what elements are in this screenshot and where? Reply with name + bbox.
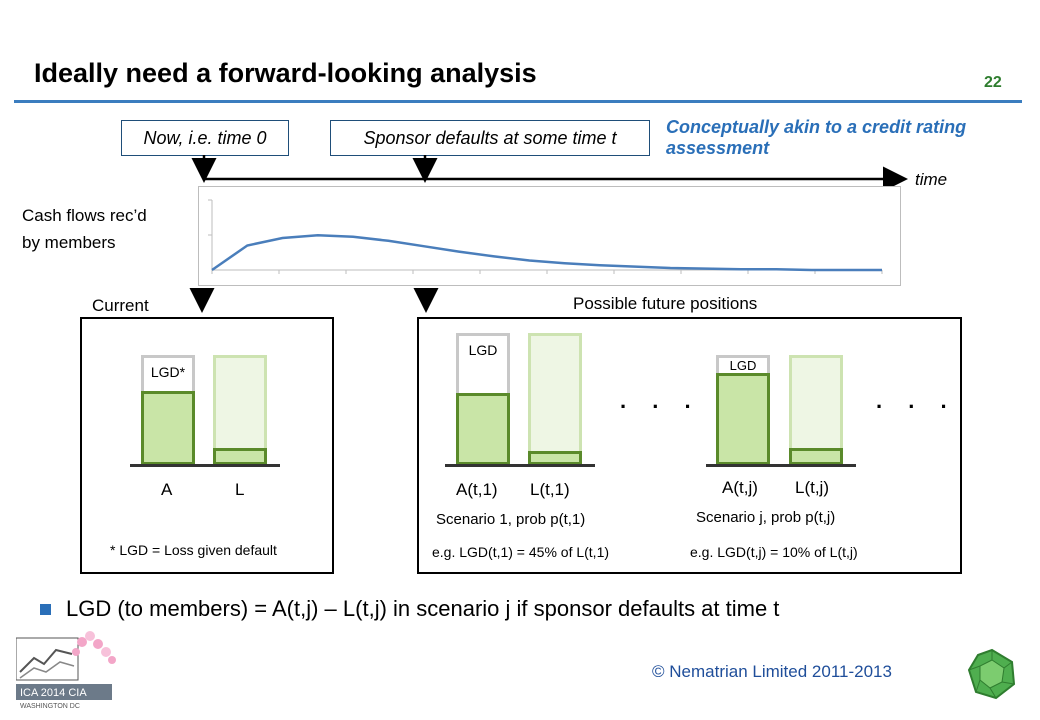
ellipsis-2: . . . [876, 388, 957, 413]
current-heading: Current [92, 296, 149, 315]
current-asset-label: A [161, 480, 173, 499]
page-number: 22 [984, 74, 1002, 91]
sj-baseline [706, 464, 856, 467]
s1-lgd-block: LGD [456, 333, 510, 393]
sj-caption: Scenario j, prob p(t,j) [696, 509, 836, 526]
concept-note: Conceptually akin to a credit rating ass… [666, 117, 967, 158]
cashflow-label-2: by members [22, 233, 116, 252]
s1-caption: Scenario 1, prob p(t,1) [436, 511, 586, 528]
bullet-marker [40, 604, 51, 615]
current-liability-label: L [235, 480, 245, 499]
s1-example: e.g. LGD(t,1) = 45% of L(t,1) [432, 544, 610, 560]
lgd-footnote: * LGD = Loss given default [110, 542, 277, 558]
s1-liability-label: L(t,1) [530, 480, 570, 499]
s1-asset-bar [456, 393, 510, 465]
future-heading: Possible future positions [573, 294, 758, 313]
cashflow-label-1: Cash flows rec’d [22, 206, 147, 225]
s1-lgd-label: LGD [468, 342, 498, 358]
cashflow-curve [211, 234, 882, 272]
sj-example: e.g. LGD(t,j) = 10% of L(t,j) [690, 544, 858, 560]
bullet-text: LGD (to members) = A(t,j) – L(t,j) in sc… [66, 596, 780, 621]
conference-logo: ICA 2014 CIA WASHINGTON DC [15, 628, 116, 710]
s1-baseline [445, 464, 595, 467]
time-axis-label: time [915, 170, 948, 189]
sj-liability-outline [789, 355, 843, 452]
current-asset-bar [141, 391, 195, 465]
s1-liability-bar [528, 451, 582, 465]
svg-text:WASHINGTON DC: WASHINGTON DC [20, 703, 80, 710]
now-label-box: Now, i.e. time 0 [121, 120, 289, 156]
current-baseline [130, 464, 280, 467]
sj-lgd-label: LGD [729, 358, 757, 373]
cashflow-chart [198, 186, 901, 286]
sj-liability-label: L(t,j) [795, 478, 829, 497]
ellipsis-1: . . . [620, 388, 701, 413]
current-lgd-label: LGD* [150, 364, 186, 380]
current-panel [80, 317, 334, 574]
svg-text:ICA 2014 CIA: ICA 2014 CIA [20, 687, 87, 699]
s1-liability-outline [528, 333, 582, 455]
sj-asset-label: A(t,j) [722, 478, 758, 497]
s1-asset-label: A(t,1) [456, 480, 498, 499]
header-rule [14, 100, 1022, 103]
nematrian-logo [966, 648, 1018, 705]
sj-asset-bar [716, 373, 770, 465]
sponsor-default-box: Sponsor defaults at some time t [330, 120, 650, 156]
current-liability-outline [213, 355, 267, 451]
timeline-arrows [189, 155, 908, 313]
current-lgd-block: LGD* [141, 355, 195, 391]
page-title: Ideally need a forward-looking analysis [34, 58, 537, 88]
sj-liability-bar [789, 448, 843, 465]
current-liability-bar [213, 448, 267, 465]
sj-lgd-block: LGD [716, 355, 770, 373]
copyright: © Nematrian Limited 2011-2013 [652, 662, 892, 681]
